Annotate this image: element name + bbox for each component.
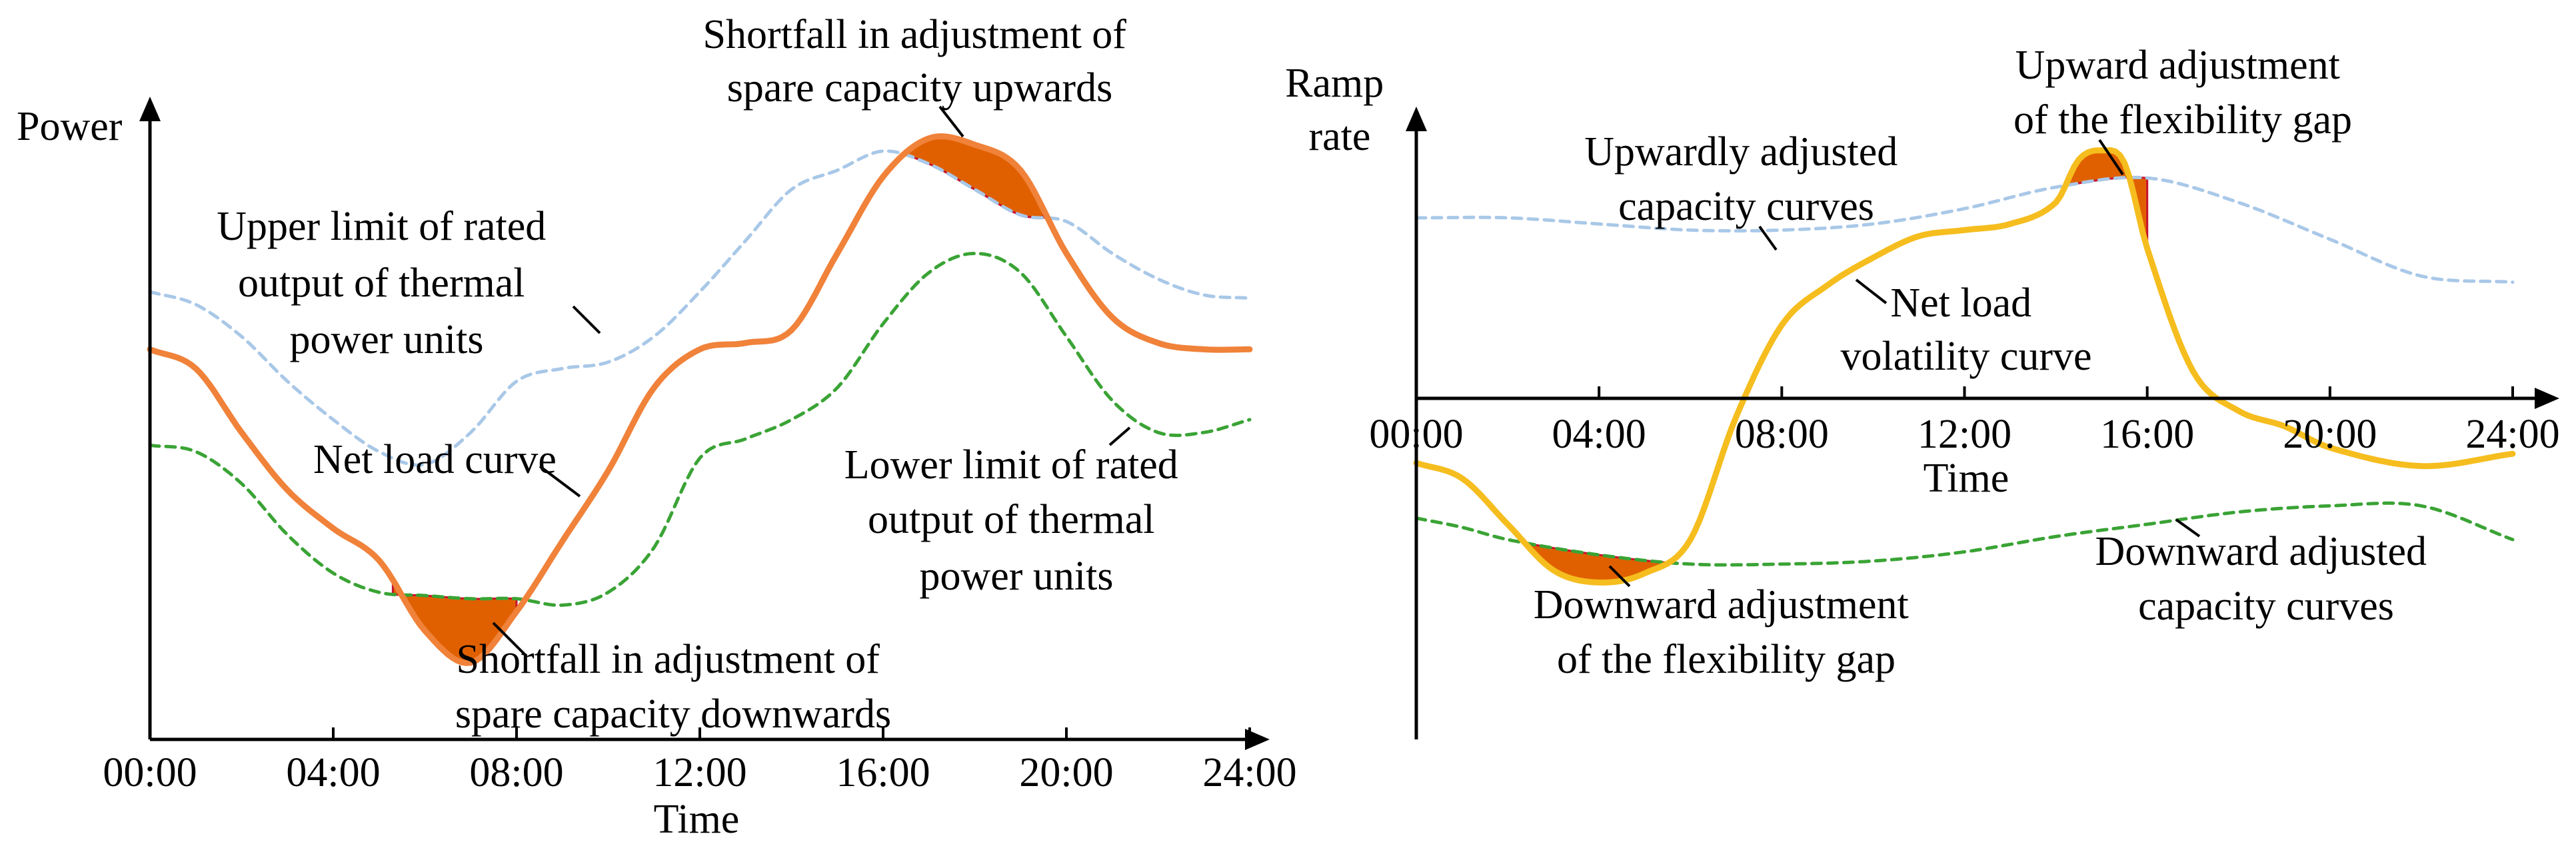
right-tick-label-2: 08:00: [1735, 412, 1829, 457]
left-tick-label-6: 24:00: [1202, 750, 1296, 795]
left-leader-upper-limit: [572, 305, 601, 334]
right-tick-label-3: 12:00: [1918, 412, 2011, 457]
right-y-axis-label: Ramp rate: [1285, 61, 1394, 159]
right-leader-volatility: [1855, 278, 1888, 304]
right-annotation-upward-capacity: Upwardly adjusted capacity curves: [1584, 129, 1908, 229]
left-y-axis-arrow: [139, 97, 161, 121]
left-tick-label-2: 08:00: [469, 750, 563, 795]
right-tick-label-4: 16:00: [2100, 412, 2194, 457]
left-annotation-upper-limit: Upper limit of rated output of thermal p…: [217, 204, 557, 362]
right-tick-label-1: 04:00: [1552, 412, 1646, 457]
left-leader-shortfall-up: [938, 105, 964, 138]
right-leader-upward-gap: [2098, 139, 2124, 176]
right-annotation-downward-gap: Downward adjustment of the flexibility g…: [1534, 582, 1920, 682]
left-tick-label-3: 12:00: [652, 750, 746, 795]
right-annotation-upward-gap: Upward adjustment of the flexibility gap: [2013, 43, 2352, 143]
left-leader-shortfall-down: [492, 622, 528, 657]
left-annotation-shortfall-down: Shortfall in adjustment of spare capacit…: [455, 637, 891, 737]
right-series-downward-adjusted-capacity-curves: [1414, 501, 2515, 567]
left-annotation-lower-limit: Lower limit of rated output of thermal p…: [844, 442, 1189, 599]
left-series-lower-limit-of-rated-output-of-thermal-power-units: [148, 251, 1252, 608]
right-tick-label-5: 20:00: [2283, 412, 2377, 457]
right-x-axis-arrow: [2535, 388, 2559, 409]
left-leader-net-load: [539, 465, 581, 498]
right-leader-downward-gap: [1608, 565, 1631, 588]
right-y-axis-arrow: [1406, 107, 1427, 131]
right-leader-upward-capacity: [1758, 225, 1778, 251]
right-leader-downward-capacity: [2175, 518, 2201, 538]
left-series-upper-limit-of-rated-output-of-thermal-power-units: [148, 149, 1252, 467]
left-tick-label-0: 00:00: [103, 750, 197, 795]
left-x-axis-label: Time: [654, 797, 740, 842]
right-annotation-volatility: Net load volatility curve: [1840, 280, 2091, 379]
left-leader-lower-limit: [1108, 426, 1131, 446]
left-y-axis-label: Power: [17, 104, 123, 149]
left-x-axis-arrow: [1245, 729, 1270, 750]
right-annotation-downward-capacity: Downward adjusted capacity curves: [2095, 529, 2437, 629]
power-chart: 00:00 04:00 08:00 12:00 16:00 20:00 24:00 Powe…: [17, 12, 1297, 842]
left-tick-label-4: 16:00: [836, 750, 930, 795]
left-tick-label-1: 04:00: [286, 750, 380, 795]
left-series-net-load-curve: [147, 133, 1253, 666]
left-annotation-shortfall-up: Shortfall in adjustment of spare capacit…: [703, 12, 1137, 111]
left-annotation-net-load: Net load curve: [313, 437, 557, 482]
left-tick-label-5: 20:00: [1019, 750, 1113, 795]
right-tick-label-0: 00:00: [1369, 412, 1463, 457]
ramp-rate-chart: 00:00 04:00 08:00 12:00 16:00 20:00 24:00 Ramp…: [1285, 43, 2560, 739]
right-series-upwardly-adjusted-capacity-curves: [1414, 175, 2515, 284]
right-tick-label-6: 24:00: [2465, 412, 2559, 457]
right-series-net-load-volatility-curve: [1413, 147, 2516, 586]
right-x-axis-label: Time: [1924, 456, 2009, 501]
